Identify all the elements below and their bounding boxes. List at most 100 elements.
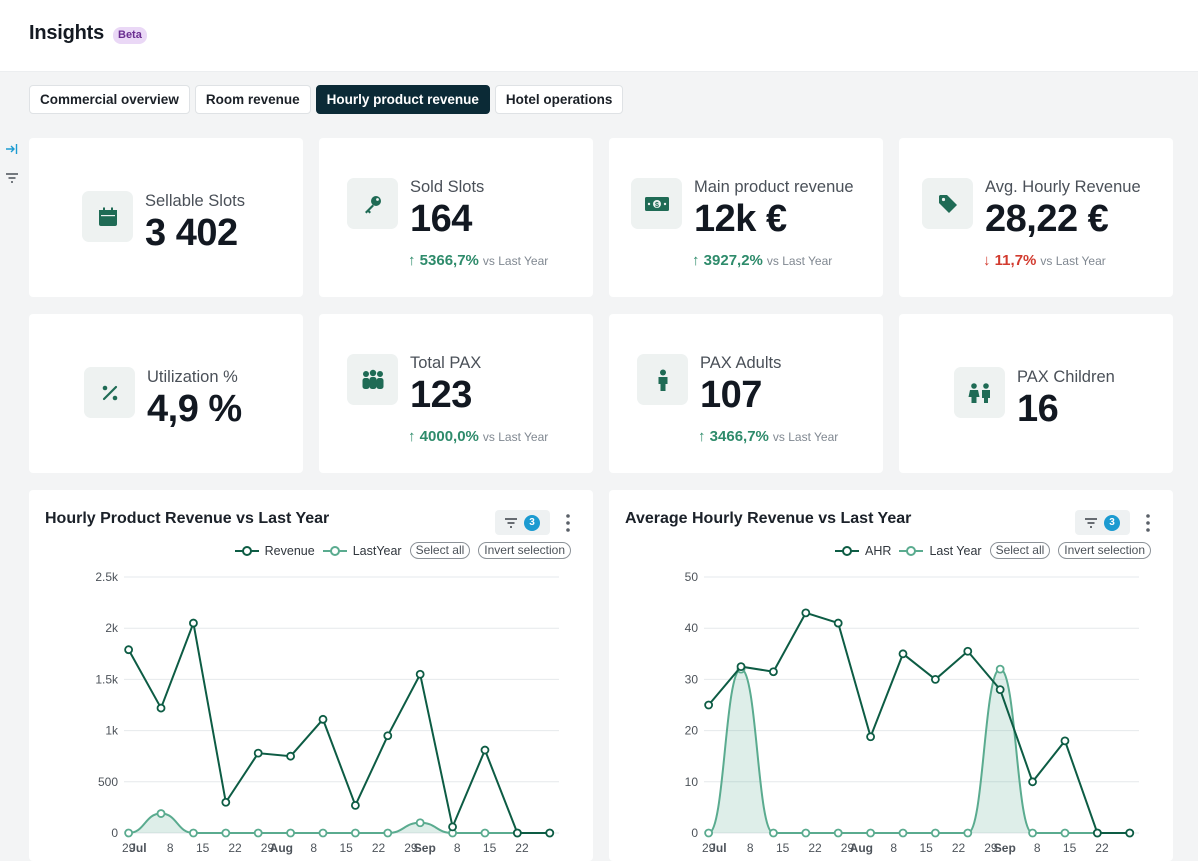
kpi-vs-label: vs Last Year bbox=[766, 254, 833, 268]
x-tick-label: 15 bbox=[196, 841, 210, 855]
calendar-icon bbox=[82, 191, 133, 242]
kpi-delta-value: 3927,2% bbox=[703, 252, 763, 269]
chart-panel-average-hourly-revenue: Average Hourly Revenue vs Last Year 3 AH… bbox=[609, 490, 1173, 861]
more-menu-icon[interactable] bbox=[1141, 513, 1155, 533]
legend-item-last-year[interactable]: Last Year bbox=[899, 543, 982, 558]
data-point bbox=[124, 645, 134, 655]
data-point bbox=[866, 828, 875, 838]
filter-icon[interactable] bbox=[4, 170, 20, 186]
tab-room-revenue[interactable]: Room revenue bbox=[194, 85, 311, 114]
data-point bbox=[124, 828, 134, 838]
x-tick-label: 22 bbox=[808, 841, 822, 855]
kpi-value: 107 bbox=[700, 374, 762, 416]
data-point bbox=[350, 828, 360, 838]
x-tick-label: Sep bbox=[414, 841, 436, 855]
legend-item-revenue[interactable]: Revenue bbox=[234, 544, 315, 558]
select-all-button[interactable]: Select all bbox=[989, 542, 1051, 559]
kpi-delta-value: 4000,0% bbox=[419, 428, 479, 445]
top-bar: Insights Beta bbox=[0, 0, 1198, 72]
filter-icon bbox=[1085, 517, 1097, 528]
kpi-delta: ↑ 5366,7% vs Last Year bbox=[408, 252, 549, 269]
invert-selection-button[interactable]: Invert selection bbox=[478, 542, 571, 559]
legend-marker bbox=[835, 545, 860, 556]
legend-item-lastyear[interactable]: LastYear bbox=[322, 544, 402, 558]
kpi-label: Utilization % bbox=[147, 368, 238, 386]
y-tick-label: 30 bbox=[685, 672, 699, 686]
data-point bbox=[221, 797, 231, 807]
data-point bbox=[286, 828, 295, 838]
x-tick-label: 8 bbox=[1034, 841, 1041, 855]
y-tick-label: 1k bbox=[105, 724, 119, 738]
collapse-icon[interactable] bbox=[4, 141, 20, 157]
x-tick-label: 22 bbox=[228, 841, 242, 855]
chart-title: Hourly Product Revenue vs Last Year bbox=[45, 510, 330, 527]
tag-icon bbox=[922, 178, 973, 229]
tab-hourly-product-revenue[interactable]: Hourly product revenue bbox=[315, 85, 490, 114]
data-point bbox=[318, 828, 328, 838]
legend-marker bbox=[899, 545, 924, 556]
legend-item-ahr[interactable]: AHR bbox=[835, 544, 891, 558]
kpi-label: Sellable Slots bbox=[145, 192, 245, 210]
data-point bbox=[221, 828, 231, 838]
x-tick-label: Jul bbox=[709, 841, 726, 855]
kpi-sold-slots: Sold Slots 164 ↑ 5366,7% vs Last Year bbox=[319, 138, 593, 297]
invert-selection-button[interactable]: Invert selection bbox=[1058, 542, 1151, 559]
data-point bbox=[286, 751, 295, 761]
tab-bar: Commercial overview Room revenue Hourly … bbox=[29, 85, 624, 114]
y-tick-label: 0 bbox=[691, 826, 698, 840]
series-line bbox=[127, 619, 550, 834]
kpi-delta: ↑ 4000,0% vs Last Year bbox=[408, 428, 549, 445]
data-point bbox=[898, 828, 908, 838]
kpi-value: 28,22 € bbox=[985, 198, 1109, 240]
kpi-label: Avg. Hourly Revenue bbox=[985, 178, 1141, 196]
x-tick-label: 29 bbox=[122, 841, 136, 855]
legend-label: Last Year bbox=[929, 543, 982, 558]
data-point bbox=[1028, 828, 1037, 838]
data-point bbox=[383, 731, 393, 741]
data-point bbox=[930, 674, 940, 684]
x-tick-label: 29 bbox=[841, 841, 855, 855]
kpi-value: 164 bbox=[410, 198, 472, 240]
key-icon bbox=[347, 178, 398, 229]
more-menu-icon[interactable] bbox=[561, 513, 575, 533]
data-point bbox=[448, 822, 457, 832]
tab-hotel-operations[interactable]: Hotel operations bbox=[494, 85, 624, 114]
data-point bbox=[963, 828, 973, 838]
kpi-vs-label: vs Last Year bbox=[1040, 254, 1106, 268]
kpi-sellable-slots: Sellable Slots 3 402 bbox=[29, 138, 303, 297]
kpi-value: 4,9 % bbox=[147, 388, 242, 430]
y-tick-label: 40 bbox=[685, 621, 699, 635]
percent-icon bbox=[84, 367, 135, 418]
kpi-main-product-revenue: $ Main product revenue 12k € ↑ 3927,2% vs… bbox=[609, 138, 883, 297]
filter-count-badge: 3 bbox=[1104, 514, 1120, 531]
filter-icon bbox=[505, 517, 517, 528]
data-point bbox=[318, 714, 328, 724]
kpi-avg-hourly-revenue: Avg. Hourly Revenue 28,22 € ↓ 11,7% vs La… bbox=[899, 138, 1173, 297]
data-point bbox=[995, 685, 1005, 695]
chart-panel-hourly-product-revenue: Hourly Product Revenue vs Last Year 3 Re… bbox=[29, 490, 593, 861]
chart-legend: Revenue LastYear Select all Invert selec… bbox=[234, 542, 571, 559]
y-tick-label: 10 bbox=[685, 775, 699, 789]
group-icon bbox=[347, 354, 398, 405]
chart-filter-button[interactable]: 3 bbox=[1075, 510, 1130, 535]
filter-count-badge: 3 bbox=[524, 514, 540, 531]
x-tick-label: 29 bbox=[702, 841, 716, 855]
x-tick-label: 15 bbox=[339, 841, 353, 855]
data-point bbox=[801, 828, 811, 838]
y-tick-label: 0 bbox=[111, 826, 118, 840]
kpi-value: 3 402 bbox=[145, 212, 238, 254]
series-line bbox=[707, 611, 1130, 834]
tab-commercial-overview[interactable]: Commercial overview bbox=[29, 85, 190, 114]
chart-filter-button[interactable]: 3 bbox=[495, 510, 550, 535]
series-line bbox=[708, 668, 1130, 834]
data-point bbox=[156, 703, 166, 713]
children-icon bbox=[954, 367, 1005, 418]
x-tick-label: 15 bbox=[1063, 841, 1077, 855]
data-point bbox=[189, 618, 198, 628]
data-point bbox=[350, 800, 360, 810]
data-point bbox=[1092, 828, 1102, 838]
select-all-button[interactable]: Select all bbox=[409, 542, 471, 559]
data-point bbox=[801, 608, 811, 618]
data-point bbox=[383, 828, 393, 838]
